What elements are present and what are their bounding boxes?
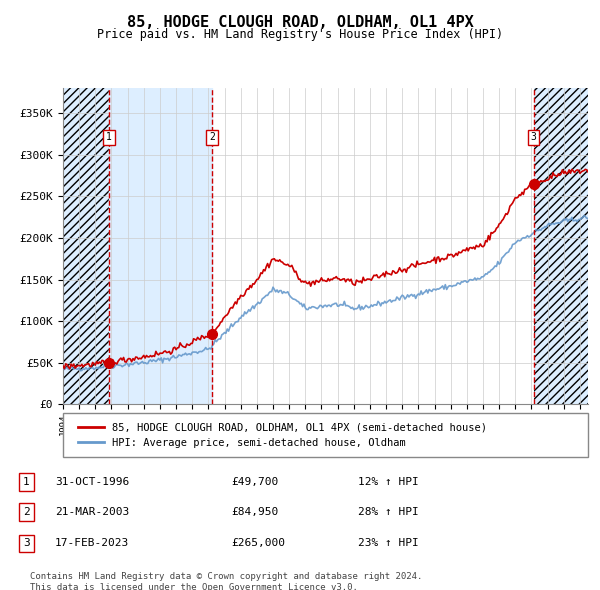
Bar	[533, 88, 588, 404]
Text: 23% ↑ HPI: 23% ↑ HPI	[358, 539, 418, 548]
Text: £265,000: £265,000	[231, 539, 285, 548]
Text: 3: 3	[23, 539, 30, 548]
Text: 1: 1	[23, 477, 30, 487]
Text: £84,950: £84,950	[231, 507, 278, 517]
Text: 28% ↑ HPI: 28% ↑ HPI	[358, 507, 418, 517]
FancyBboxPatch shape	[63, 413, 588, 457]
Text: 21-MAR-2003: 21-MAR-2003	[55, 507, 130, 517]
Text: 31-OCT-1996: 31-OCT-1996	[55, 477, 130, 487]
Legend: 85, HODGE CLOUGH ROAD, OLDHAM, OL1 4PX (semi-detached house), HPI: Average price: 85, HODGE CLOUGH ROAD, OLDHAM, OL1 4PX (…	[73, 418, 491, 452]
Text: 2: 2	[23, 507, 30, 517]
Text: 1: 1	[106, 132, 112, 142]
Bar	[109, 88, 212, 404]
Text: Contains HM Land Registry data © Crown copyright and database right 2024.
This d: Contains HM Land Registry data © Crown c…	[30, 572, 422, 590]
Text: 2: 2	[209, 132, 215, 142]
Text: Price paid vs. HM Land Registry's House Price Index (HPI): Price paid vs. HM Land Registry's House …	[97, 28, 503, 41]
Bar	[63, 88, 109, 404]
Text: 3: 3	[530, 132, 536, 142]
Text: 17-FEB-2023: 17-FEB-2023	[55, 539, 130, 548]
Text: 85, HODGE CLOUGH ROAD, OLDHAM, OL1 4PX: 85, HODGE CLOUGH ROAD, OLDHAM, OL1 4PX	[127, 15, 473, 30]
Text: £49,700: £49,700	[231, 477, 278, 487]
Text: 12% ↑ HPI: 12% ↑ HPI	[358, 477, 418, 487]
